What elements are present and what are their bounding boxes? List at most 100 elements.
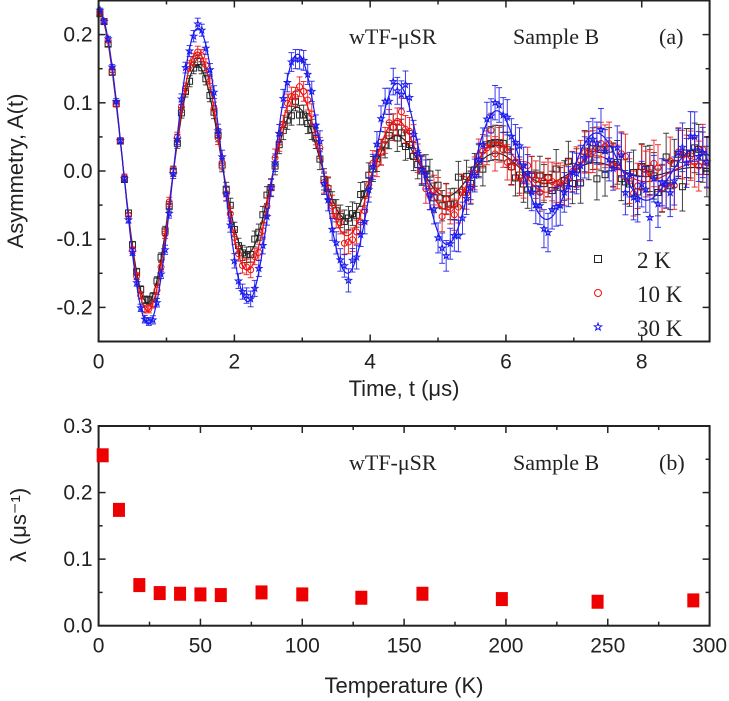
marker-circle (548, 177, 556, 185)
plot-b-ticks: 0 50 100 150 200 250 300 0.0 0.1 0.2 0.3 (63, 415, 727, 658)
marker-star (457, 213, 467, 222)
y-tick-label: 0.2 (63, 482, 92, 505)
y-tick-label: 0.1 (63, 548, 92, 571)
marker-star (506, 131, 516, 141)
legend: 2 K 10 K 30 K (592, 248, 683, 341)
marker-star (612, 142, 622, 152)
marker-star (229, 256, 239, 265)
marker-square (662, 153, 670, 161)
marker-star (596, 124, 606, 134)
marker-star (555, 200, 565, 210)
marker-star (388, 76, 398, 86)
marker-star (690, 131, 700, 141)
marker-star (608, 163, 618, 173)
marker-star (604, 154, 614, 164)
marker-star (189, 31, 199, 41)
marker-square (454, 173, 462, 181)
annotation-sample-a: Sample B (513, 24, 599, 49)
y-tick-label: -0.2 (56, 296, 92, 319)
marker-star (588, 134, 598, 144)
x-tick-label: 6 (500, 351, 512, 374)
marker-circle (454, 203, 462, 211)
marker-square (361, 190, 369, 198)
y-tick-label: 0.0 (63, 160, 92, 183)
marker-star (368, 161, 378, 171)
marker-circle (442, 195, 450, 203)
marker-star (307, 86, 317, 96)
x-tick-label: 200 (488, 635, 523, 658)
marker-star (445, 238, 455, 248)
y-tick-label: 0.1 (63, 92, 92, 115)
marker-star (453, 231, 463, 240)
x-tick-label: 150 (387, 635, 422, 658)
marker-star (339, 260, 349, 270)
marker-circle (503, 158, 511, 166)
marker-star (637, 179, 647, 188)
y-tick-label: 0.0 (63, 615, 92, 638)
x-tick-label: 50 (189, 635, 212, 658)
marker-star (441, 251, 451, 260)
marker-star (543, 227, 553, 237)
y-tick-label: -0.1 (56, 228, 92, 251)
marker-circle (287, 93, 295, 101)
data-point (687, 593, 700, 608)
marker-star (364, 184, 374, 194)
marker-square (349, 210, 357, 218)
marker-star (494, 100, 504, 109)
x-tick-label: 300 (692, 635, 727, 658)
marker-star (311, 120, 321, 130)
marker-circle (516, 173, 524, 181)
marker-star (653, 199, 663, 208)
marker-circle (353, 228, 361, 236)
marker-star (669, 176, 679, 185)
data-point (416, 586, 429, 601)
data-point (495, 592, 508, 607)
marker-circle (198, 52, 206, 60)
x-axis-label-b: Temperature (K) (325, 673, 484, 698)
data-point (214, 588, 227, 603)
marker-star (641, 184, 651, 194)
marker-star (396, 89, 406, 99)
legend-label: 30 K (637, 316, 683, 341)
marker-star (535, 200, 545, 210)
marker-star (437, 243, 447, 252)
marker-star (539, 223, 549, 233)
marker-star (665, 187, 675, 197)
data-point (133, 578, 146, 593)
x-tick-label: 100 (285, 635, 320, 658)
marker-square (678, 183, 686, 191)
marker-star (682, 158, 692, 167)
marker-circle (291, 93, 299, 101)
data-point (255, 585, 268, 600)
marker-star (201, 43, 211, 53)
marker-star (628, 192, 639, 202)
asymmetry-data (95, 5, 712, 326)
marker-star (274, 128, 284, 138)
marker-star (417, 164, 427, 174)
marker-star (184, 46, 195, 55)
marker-star (319, 179, 329, 188)
marker-circle (239, 261, 247, 269)
data-point (112, 502, 125, 517)
marker-circle (401, 125, 409, 133)
marker-star (523, 168, 533, 177)
x-tick-label: 0 (93, 635, 105, 658)
marker-star (620, 187, 631, 197)
marker-square (594, 255, 602, 263)
marker-star (592, 321, 604, 332)
data-point (194, 587, 207, 602)
x-tick-label: 0 (93, 351, 105, 374)
data-point (355, 590, 368, 605)
marker-circle (450, 211, 458, 219)
marker-star (242, 290, 252, 300)
marker-star (315, 136, 325, 146)
marker-star (571, 168, 582, 178)
marker-circle (544, 174, 552, 182)
x-tick-label: 250 (590, 635, 625, 658)
marker-star (213, 126, 223, 135)
marker-circle (340, 239, 348, 247)
panel-b-relaxation-plot: 0 50 100 150 200 250 300 0.0 0.1 0.2 0.3 wTF-μSR S… (6, 415, 727, 698)
marker-circle (499, 146, 507, 154)
marker-circle (349, 236, 357, 244)
data-point (174, 586, 187, 601)
